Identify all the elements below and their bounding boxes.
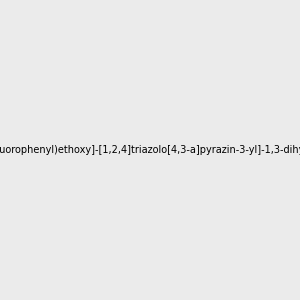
Text: 6-[5-[2-(3,4-Difluorophenyl)ethoxy]-[1,2,4]triazolo[4,3-a]pyrazin-3-yl]-1,3-dihy: 6-[5-[2-(3,4-Difluorophenyl)ethoxy]-[1,2… — [0, 145, 300, 155]
